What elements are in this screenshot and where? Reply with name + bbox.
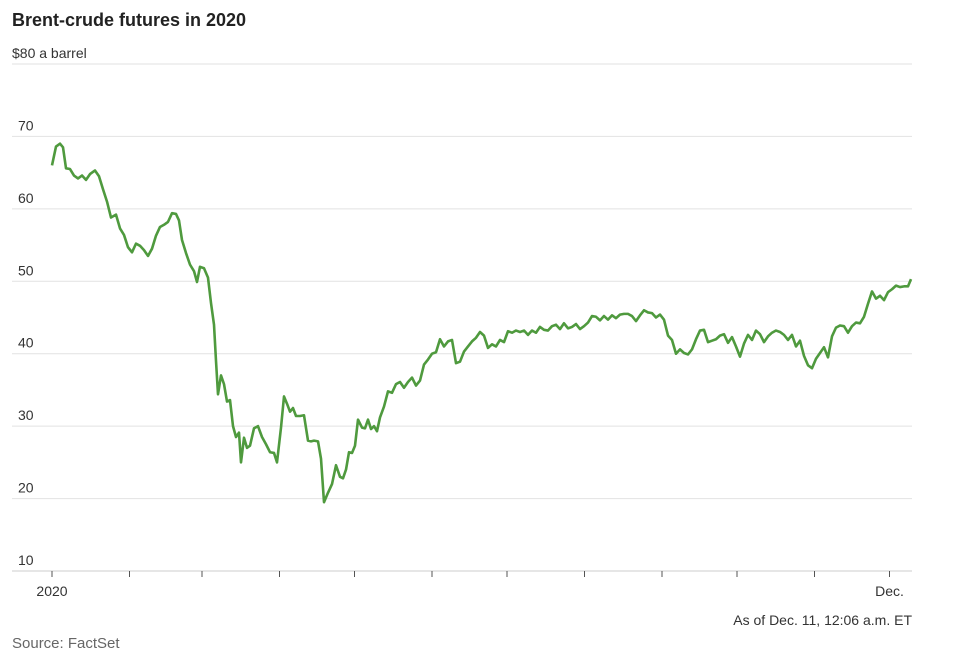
note: As of Dec. 11, 12:06 a.m. ET [733, 612, 912, 628]
y-tick-label: 30 [18, 407, 34, 423]
y-tick-label: 40 [18, 335, 34, 351]
x-tick-label: 2020 [36, 583, 67, 599]
chart-title: Brent-crude futures in 2020 [12, 10, 246, 30]
y-tick-label: 10 [18, 552, 34, 568]
y-tick-label: 20 [18, 480, 34, 496]
y-tick-label: 70 [18, 117, 34, 133]
y-tick-label: 50 [18, 262, 34, 278]
source: Source: FactSet [12, 635, 120, 652]
y-tick-label: $80 a barrel [12, 45, 87, 61]
x-tick-label: Dec. [875, 583, 904, 599]
y-tick-label: 60 [18, 190, 34, 206]
price-line [50, 142, 913, 504]
